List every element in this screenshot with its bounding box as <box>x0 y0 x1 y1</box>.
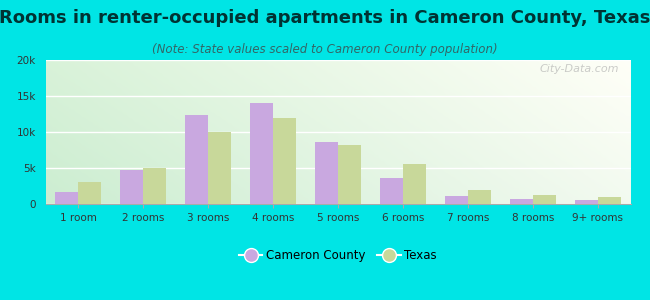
Bar <box>380 178 403 204</box>
Bar <box>468 190 491 204</box>
Bar <box>445 196 468 204</box>
Bar <box>575 200 598 204</box>
Bar <box>55 192 78 204</box>
Bar <box>403 164 426 204</box>
Bar <box>185 115 208 204</box>
Legend: Cameron County, Texas: Cameron County, Texas <box>234 245 442 267</box>
Bar <box>250 103 273 204</box>
Bar <box>338 145 361 204</box>
Bar <box>598 197 621 204</box>
Bar <box>208 132 231 204</box>
Bar <box>315 142 338 204</box>
Bar <box>510 199 533 204</box>
Text: City-Data.com: City-Data.com <box>540 64 619 74</box>
Text: Rooms in renter-occupied apartments in Cameron County, Texas: Rooms in renter-occupied apartments in C… <box>0 9 650 27</box>
Bar <box>273 118 296 204</box>
Bar <box>78 182 101 204</box>
Bar <box>533 195 556 204</box>
Text: (Note: State values scaled to Cameron County population): (Note: State values scaled to Cameron Co… <box>152 44 498 56</box>
Bar <box>143 168 166 204</box>
Bar <box>120 170 143 204</box>
